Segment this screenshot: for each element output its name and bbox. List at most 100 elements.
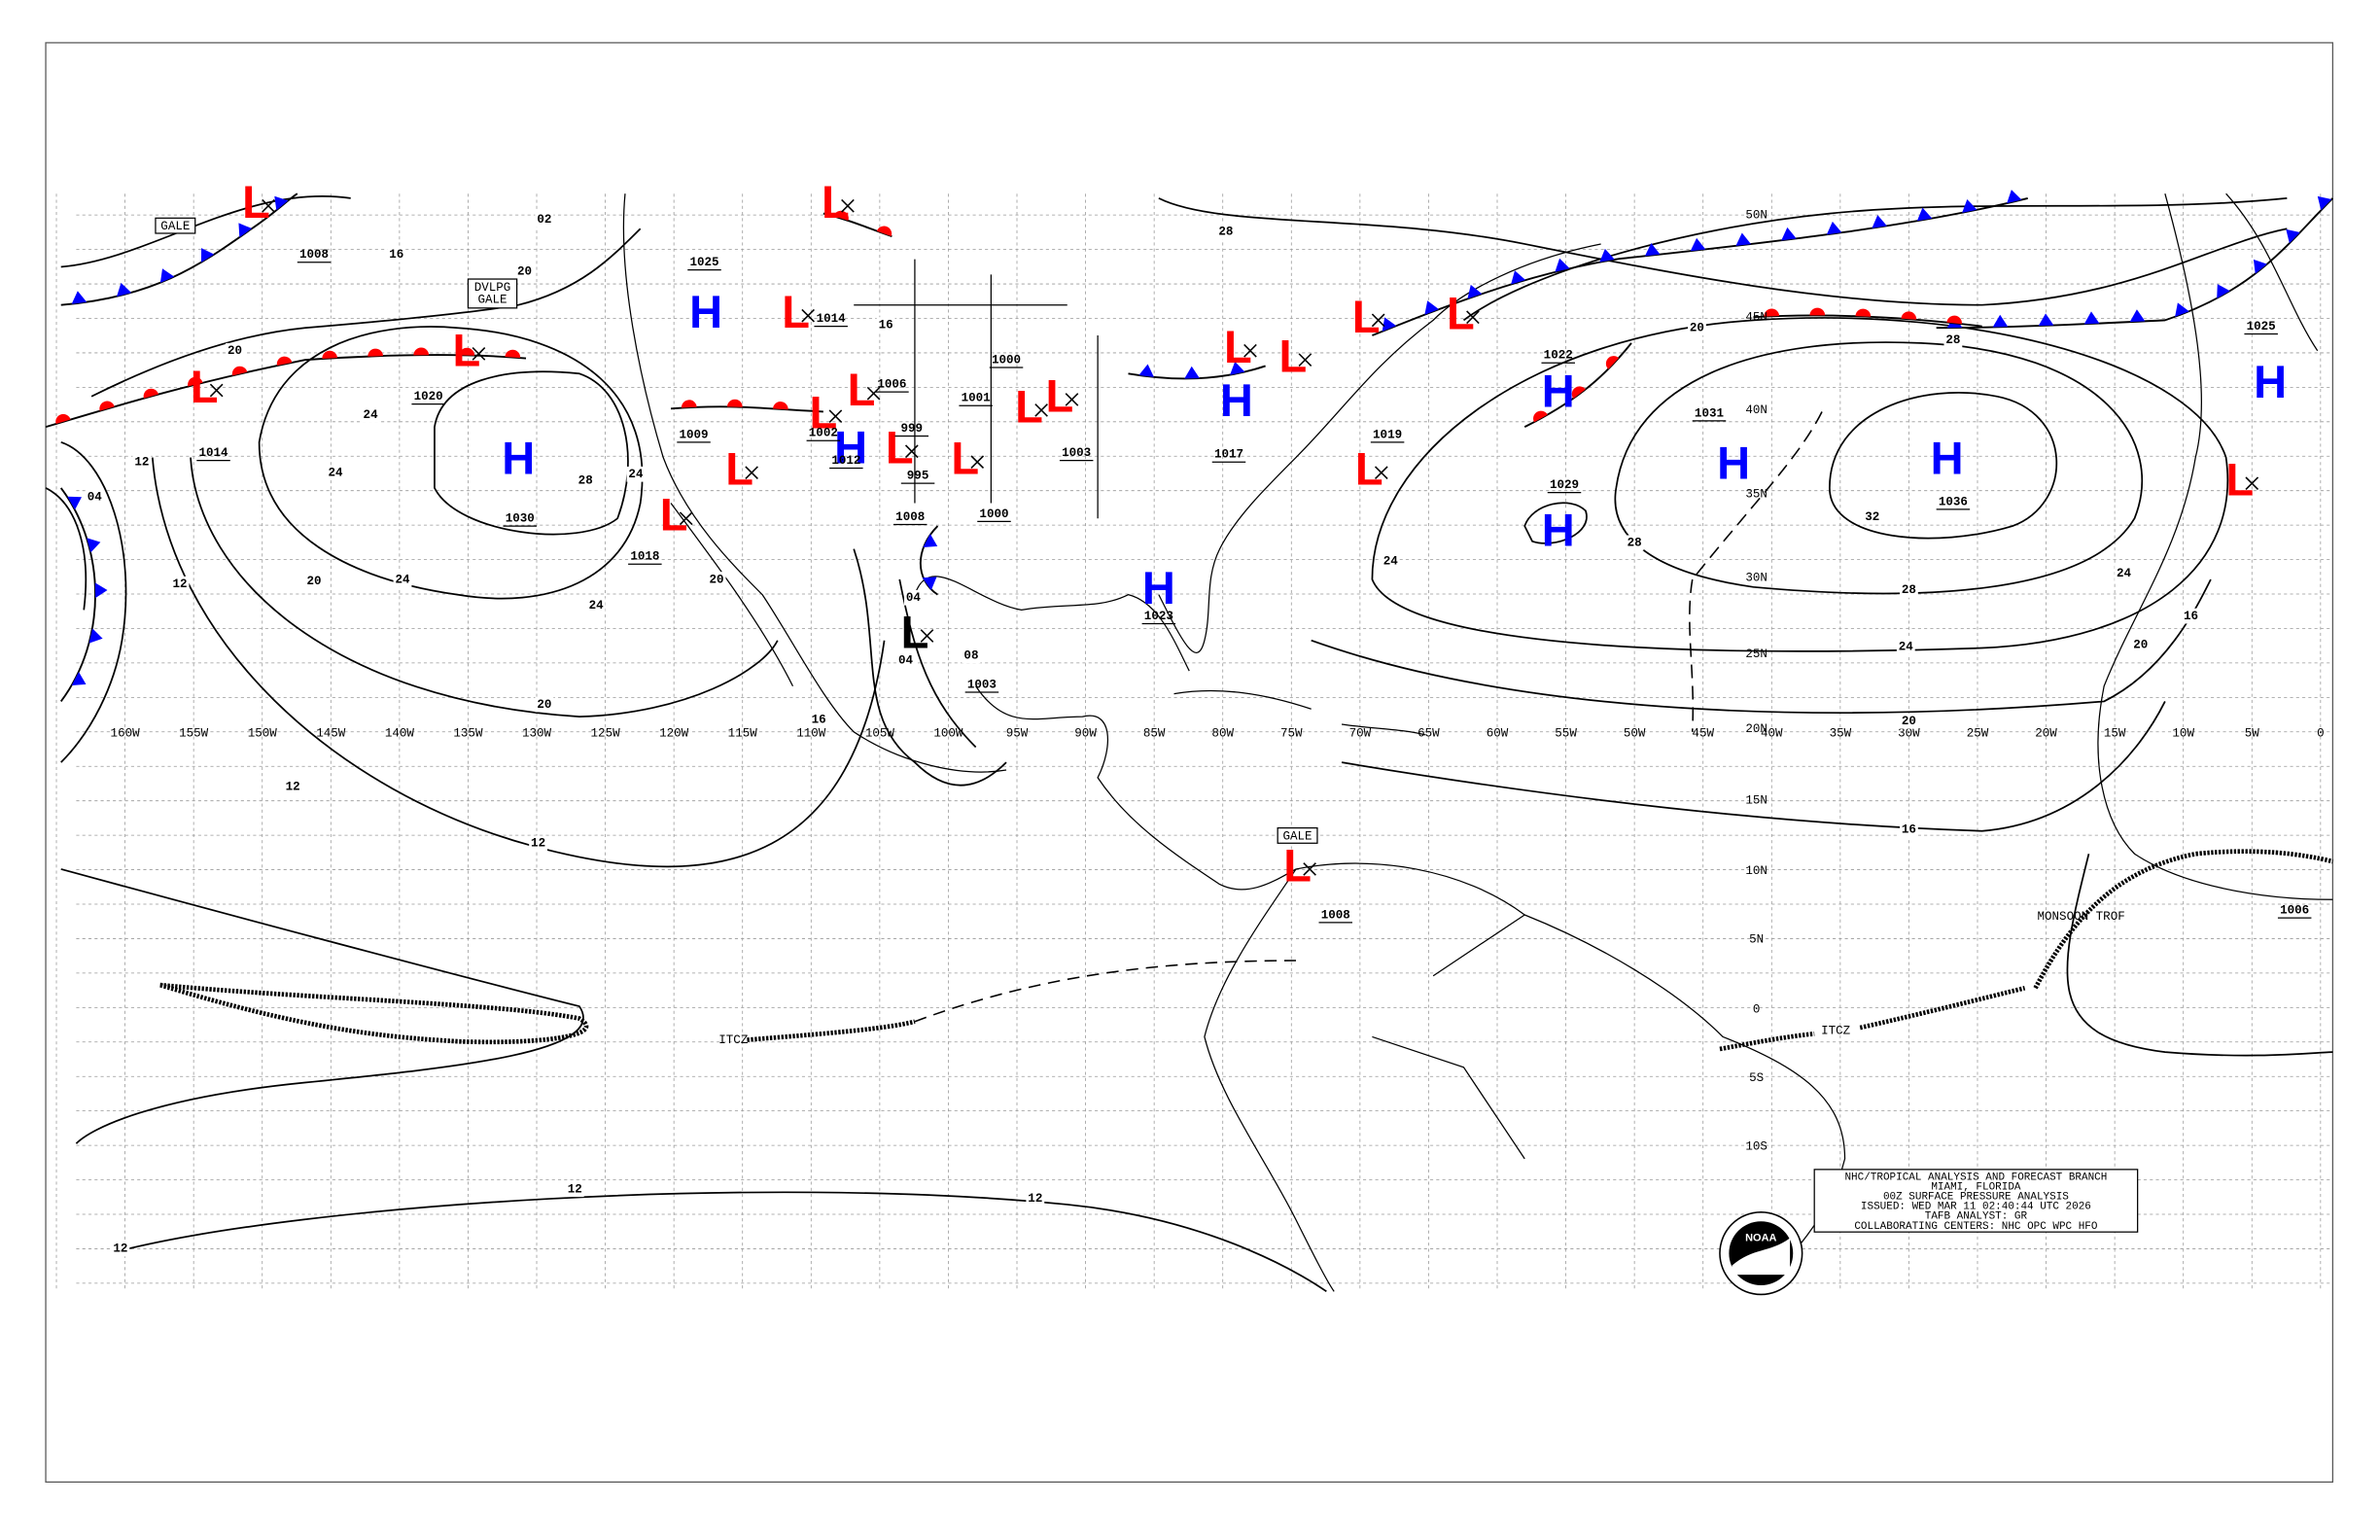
label-mask	[1026, 1190, 1045, 1207]
longitude-label: 160W	[111, 727, 141, 741]
latitude-label: 20N	[1745, 722, 1768, 736]
cold-front	[1936, 197, 2334, 330]
central-pressure: 1009	[679, 428, 708, 441]
isobar	[1341, 701, 2166, 832]
low-cross	[866, 386, 881, 401]
isobar-label: 16	[879, 318, 893, 332]
longitude-label: 80W	[1211, 727, 1234, 741]
label-mask	[1381, 553, 1400, 569]
front-symbol	[1764, 308, 1780, 317]
longitude-label: 125W	[591, 727, 621, 741]
label-mask	[809, 712, 828, 728]
label-mask	[535, 696, 554, 713]
pressure-center: H	[1542, 366, 1575, 417]
central-pressure: 1008	[895, 510, 925, 524]
central-pressure: 1001	[962, 392, 991, 405]
longitude-label: 55W	[1555, 727, 1577, 741]
pressure-center: L	[951, 433, 979, 484]
longitude-label: 50W	[1624, 727, 1646, 741]
longitude-label: 20W	[2035, 727, 2057, 741]
coastline	[914, 576, 1190, 672]
gale-label: GALE	[477, 294, 507, 307]
front-symbol	[88, 628, 103, 644]
front-symbol	[1424, 300, 1440, 315]
isobar-label: 24	[1383, 554, 1399, 568]
front-symbol	[1467, 284, 1483, 299]
longitude-label: 100W	[933, 727, 963, 741]
monsoon-trough-label: MONSOON TROF	[2038, 910, 2125, 924]
isobar	[60, 441, 127, 763]
label-mask	[1900, 582, 1918, 598]
pressure-center: L	[886, 422, 914, 473]
pressure-center: L	[1352, 291, 1381, 342]
cold-front	[59, 487, 96, 702]
isobar	[1462, 197, 2288, 322]
isobar	[1311, 578, 2212, 714]
isobar	[434, 370, 629, 536]
front-symbol	[1855, 308, 1872, 317]
low-cross	[1371, 313, 1385, 328]
pressure-center: L	[191, 361, 219, 412]
central-pressure: 999	[901, 422, 924, 436]
front-symbol	[505, 349, 521, 359]
front-symbol	[2317, 195, 2332, 211]
low-cross	[1065, 393, 1079, 406]
central-pressure: 1008	[1321, 908, 1350, 922]
front-symbol	[681, 400, 697, 408]
monsoon-trough	[2033, 849, 2333, 990]
itcz-band	[1859, 985, 2026, 1031]
central-pressure: 1029	[1550, 478, 1579, 492]
isobar-label: 16	[389, 248, 403, 262]
label-mask	[326, 465, 345, 481]
pressure-center: L	[1278, 331, 1307, 382]
front-symbol	[459, 347, 475, 356]
low-cross	[262, 198, 275, 213]
central-pressure: 1006	[877, 378, 906, 392]
label-mask	[1863, 508, 1882, 525]
label-mask	[565, 1181, 584, 1198]
low-cross	[920, 629, 934, 643]
central-pressure: 1019	[1373, 428, 1402, 441]
label-mask	[304, 573, 324, 589]
isobar-label: 28	[1218, 226, 1233, 239]
front-symbol	[1916, 207, 1933, 222]
gale-box	[467, 278, 518, 309]
isobar-label: 12	[113, 1242, 127, 1256]
latitude-label: 25N	[1745, 648, 1768, 661]
label-mask	[903, 589, 923, 606]
pressure-center: L	[1224, 321, 1252, 372]
label-mask	[576, 472, 595, 488]
isobar-label: 24	[2117, 567, 2132, 580]
longitude-label: 40W	[1761, 727, 1783, 741]
grid	[55, 193, 2333, 1292]
isobar-label: 24	[589, 599, 605, 612]
pressure-center: L	[809, 387, 837, 438]
latitude-label: 35N	[1745, 487, 1768, 501]
front-symbol	[1230, 361, 1245, 375]
front-symbol	[726, 399, 743, 407]
longitude-label: 105W	[865, 727, 895, 741]
info-line: TAFB ANALYST: GR	[1925, 1211, 2028, 1223]
label-mask	[111, 1241, 130, 1257]
front-symbol	[413, 347, 430, 356]
latitude-label: 5N	[1749, 932, 1764, 946]
pressure-center: H	[1717, 437, 1750, 488]
front-symbol	[1382, 317, 1397, 332]
label-mask	[586, 597, 606, 613]
logo-gull	[1732, 1238, 1791, 1276]
front-symbol	[833, 210, 849, 221]
latitude-label: 0	[1753, 1003, 1761, 1017]
itcz-label: ITCZ	[718, 1033, 749, 1047]
label-mask	[1625, 535, 1644, 551]
longitude-label: 85W	[1143, 727, 1166, 741]
coastline	[975, 685, 1297, 891]
gale-box	[1277, 826, 1318, 844]
low-cross	[1303, 862, 1316, 876]
coastlines	[622, 192, 2333, 1292]
coastline	[670, 503, 794, 687]
coastline	[1341, 723, 1426, 736]
isobar-label: 04	[88, 491, 103, 505]
label-mask	[2182, 608, 2200, 624]
isobar-label: 08	[963, 649, 978, 663]
